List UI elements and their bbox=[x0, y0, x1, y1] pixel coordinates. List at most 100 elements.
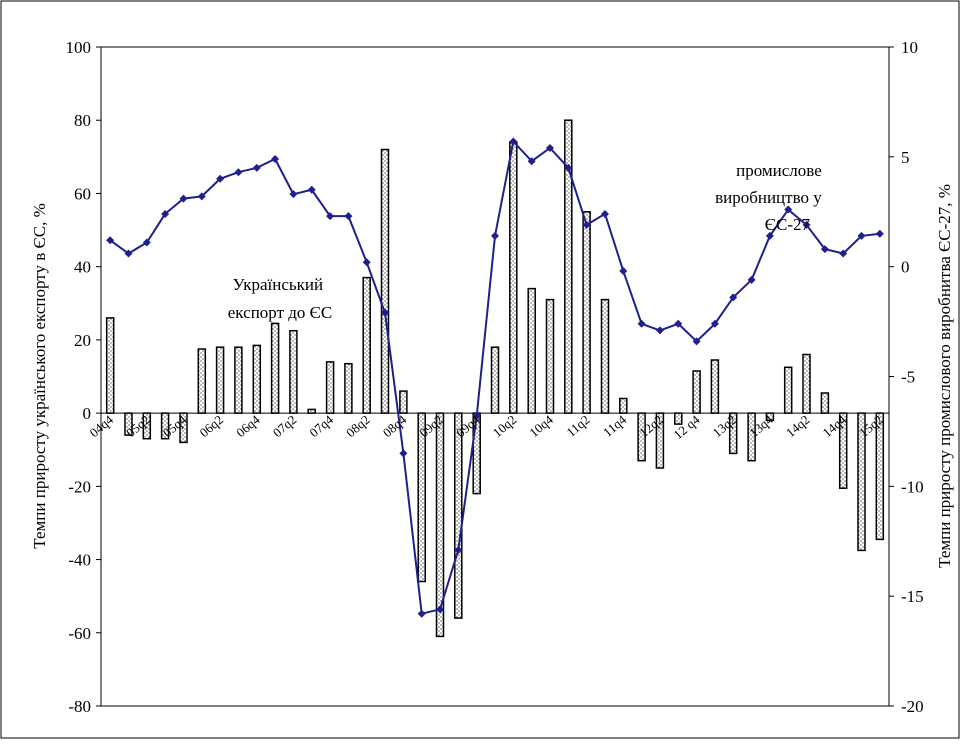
y-right-tick-label: 5 bbox=[901, 148, 910, 167]
line-marker bbox=[600, 209, 609, 218]
plot-area bbox=[100, 46, 890, 707]
line-marker bbox=[436, 605, 445, 614]
line-marker bbox=[820, 245, 829, 254]
bar bbox=[362, 276, 371, 414]
line-marker bbox=[875, 229, 884, 238]
line-marker bbox=[802, 220, 811, 229]
line-marker bbox=[381, 308, 390, 317]
line-marker bbox=[655, 326, 664, 335]
y-left-tick-label: 100 bbox=[66, 38, 92, 57]
line-marker bbox=[765, 231, 774, 240]
y-right-tick-label: 0 bbox=[901, 258, 910, 277]
line-marker bbox=[179, 194, 188, 203]
bars-annotation-line-2: експорт до ЄС bbox=[228, 303, 332, 322]
line-marker bbox=[252, 163, 261, 172]
line-marker bbox=[142, 238, 151, 247]
line-marker bbox=[582, 220, 591, 229]
line-marker bbox=[161, 209, 170, 218]
bar bbox=[545, 298, 555, 414]
bar bbox=[692, 370, 701, 414]
line-marker bbox=[729, 293, 738, 302]
bar bbox=[289, 329, 298, 414]
bar bbox=[820, 392, 830, 414]
line-marker bbox=[747, 275, 756, 284]
y-right-tick-label: 10 bbox=[901, 38, 918, 57]
y-axis-right: 10 5 0 -5 -10 -15 -20 bbox=[889, 38, 924, 716]
y-right-tick-label: -20 bbox=[901, 697, 924, 716]
line-marker bbox=[216, 174, 225, 183]
bars-annotation-line-1: Український bbox=[233, 275, 323, 294]
y-left-tick-label: 60 bbox=[74, 184, 91, 203]
bars-annotation: Український експорт до ЄС bbox=[228, 275, 332, 322]
line-marker bbox=[289, 190, 298, 199]
line-marker bbox=[545, 144, 554, 153]
bar bbox=[197, 348, 207, 414]
y-left-tick-label: -60 bbox=[68, 624, 91, 643]
bar bbox=[582, 211, 591, 414]
bar bbox=[270, 322, 280, 414]
line-marker bbox=[509, 137, 518, 146]
line-marker bbox=[692, 337, 701, 346]
line-marker bbox=[362, 258, 371, 267]
line-marker bbox=[124, 249, 133, 258]
bar bbox=[215, 346, 225, 414]
bar bbox=[399, 390, 408, 414]
y-right-tick-label: -10 bbox=[901, 477, 924, 496]
line-marker bbox=[637, 319, 646, 328]
y-left-tick-label: 80 bbox=[74, 111, 91, 130]
y-left-tick-label: -20 bbox=[68, 477, 91, 496]
line-marker bbox=[784, 205, 793, 214]
line-marker bbox=[527, 157, 536, 166]
bar bbox=[105, 317, 115, 414]
line-marker bbox=[344, 212, 353, 221]
bar bbox=[252, 344, 262, 414]
bar bbox=[509, 141, 518, 414]
y-axis-left: 100 80 60 40 20 0 -20 -40 -60 -80 bbox=[66, 38, 101, 716]
bar bbox=[490, 346, 500, 414]
bar bbox=[875, 412, 885, 541]
line-marker bbox=[619, 267, 628, 276]
line-marker bbox=[674, 319, 683, 328]
line-marker bbox=[491, 231, 499, 240]
bars-group bbox=[101, 119, 889, 638]
line-annotation: промислове виробництво у ЄС-27 bbox=[715, 161, 826, 234]
line-marker bbox=[417, 609, 426, 618]
line-marker bbox=[399, 449, 408, 458]
y-left-tick-label: 20 bbox=[74, 331, 91, 350]
y-left-tick-label: 40 bbox=[74, 258, 91, 277]
line-marker bbox=[326, 212, 335, 221]
line-marker bbox=[839, 249, 848, 258]
bar bbox=[325, 361, 335, 414]
bar bbox=[234, 346, 243, 414]
bar bbox=[802, 353, 811, 414]
line-annotation-line-1: промислове bbox=[736, 161, 822, 180]
line-marker bbox=[857, 231, 866, 240]
line-marker bbox=[472, 412, 481, 421]
line-marker bbox=[307, 185, 316, 194]
line-marker bbox=[564, 163, 573, 172]
y-right-title: Темпи приросту промислового виробнитва Є… bbox=[935, 184, 954, 568]
y-left-tick-label: -40 bbox=[68, 551, 91, 570]
line-group bbox=[106, 137, 884, 618]
bar bbox=[783, 366, 793, 414]
y-right-tick-label: -15 bbox=[901, 587, 924, 606]
y-left-tick-label: 0 bbox=[83, 404, 92, 423]
y-left-title: Темпи приросту українського експорту в Є… bbox=[30, 203, 49, 548]
bar bbox=[710, 359, 720, 414]
y-left-tick-label: -80 bbox=[68, 697, 91, 716]
y-right-tick-label: -5 bbox=[901, 368, 915, 387]
bar bbox=[307, 408, 316, 414]
line-marker bbox=[271, 155, 280, 164]
line-marker bbox=[197, 192, 206, 201]
line-annotation-line-2: виробництво у bbox=[715, 188, 822, 207]
bar bbox=[527, 287, 536, 414]
bar bbox=[619, 397, 628, 414]
bar bbox=[380, 148, 390, 414]
line-marker bbox=[454, 546, 463, 555]
line-marker bbox=[234, 168, 243, 177]
line-annotation-line-3: ЄС-27 bbox=[765, 215, 811, 234]
line-marker bbox=[710, 319, 719, 328]
bar bbox=[600, 298, 610, 414]
